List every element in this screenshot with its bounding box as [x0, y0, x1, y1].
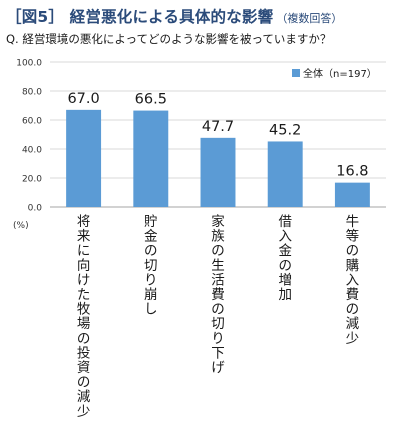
data-label: 66.5	[135, 92, 167, 108]
chart-title: ［図5］ 経営悪化による具体的な影響 （複数回答）	[6, 5, 342, 27]
x-tick-label: 牛等の購入費の減少	[346, 214, 360, 347]
y-unit-label: (%)	[13, 221, 29, 231]
x-tick-label: 家族の生活費の切り下げ	[211, 213, 225, 376]
data-label: 67.0	[67, 91, 99, 107]
legend-swatch	[292, 69, 300, 77]
x-tick-label: 貯金の切り崩し	[144, 214, 158, 318]
data-label: 47.7	[202, 119, 234, 135]
bar	[133, 110, 169, 207]
data-label: 45.2	[269, 122, 301, 138]
bar	[200, 137, 236, 207]
y-tick-label: 100.0	[16, 59, 42, 69]
y-tick-label: 80.0	[22, 88, 42, 98]
x-tick-label: 借入金の増加	[278, 214, 292, 303]
survey-question: Q. 経営環境の悪化によってどのような影響を被っていますか？	[6, 32, 332, 46]
y-tick-label: 20.0	[22, 175, 42, 185]
chart-title-note: （複数回答）	[276, 12, 343, 25]
y-tick-label: 0.0	[28, 204, 43, 214]
data-label: 16.8	[336, 164, 368, 180]
chart-title-main: ［図5］ 経営悪化による具体的な影響	[6, 8, 274, 26]
y-tick-label: 40.0	[22, 146, 42, 156]
x-tick-label: 将来に向けた牧場の投資の減少	[77, 214, 91, 420]
bar	[267, 141, 303, 207]
bar	[334, 182, 370, 207]
y-tick-label: 60.0	[22, 117, 42, 127]
legend-label: 全体（n=197）	[303, 67, 377, 80]
bar	[66, 109, 102, 207]
